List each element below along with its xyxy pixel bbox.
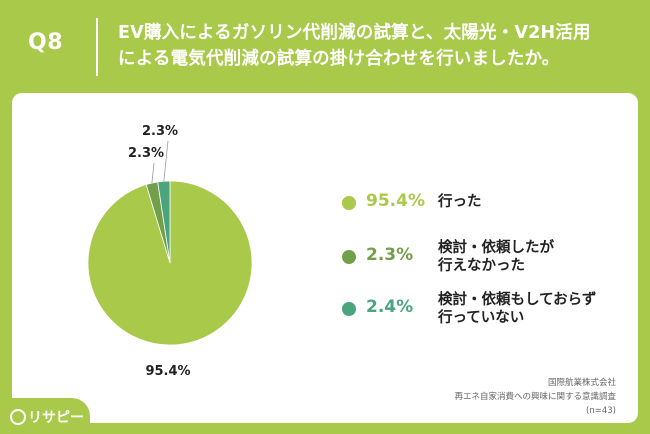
brand-logo: リサピー xyxy=(0,398,90,434)
source-note: 国際航業株式会社 再エネ自家消費への興味に関する意識調査 (n=43) xyxy=(454,376,616,418)
legend-percent: 95.4% xyxy=(366,191,425,211)
slice-label-2: 2.3% xyxy=(128,146,164,161)
source-company: 国際航業株式会社 xyxy=(547,378,616,388)
legend-label: 検討・依頼もしておらず 行っていない xyxy=(438,292,597,326)
question-title: EV購入によるガソリン代削減の試算と、太陽光・V2H活用 による電気代削減の試算… xyxy=(118,20,638,72)
question-number: Q8 xyxy=(28,30,64,55)
slice-label-1: 95.4% xyxy=(145,364,190,379)
legend-percent: 2.3% xyxy=(366,245,414,265)
header: Q8 EV購入によるガソリン代削減の試算と、太陽光・V2H活用 による電気代削減… xyxy=(0,0,650,92)
question-title-line-1: EV購入によるガソリン代削減の試算と、太陽光・V2H活用 xyxy=(118,23,591,43)
leader-line-2 xyxy=(151,162,155,184)
source-sample-size: (n=43) xyxy=(586,406,616,416)
question-title-line-2: による電気代削減の試算の掛け合わせを行いましたか。 xyxy=(118,49,560,69)
pie-chart: 95.4% 2.3% 2.3% xyxy=(87,124,253,379)
leader-line-3 xyxy=(163,140,169,182)
legend-label: 行った xyxy=(438,194,482,210)
legend-swatch xyxy=(342,302,356,316)
chart-card: 95.4% 2.3% 2.3% 95.4% 行った 2.3% 検討・依頼したが 行えなかった… xyxy=(12,93,638,423)
legend-label: 検討・依頼したが 行えなかった xyxy=(438,240,554,274)
brand-name: リサピー xyxy=(28,410,84,426)
source-survey: 再エネ自家消費への興味に関する意識調査 xyxy=(454,392,616,402)
legend-percent: 2.4% xyxy=(366,297,414,317)
legend-swatch xyxy=(342,196,356,210)
header-divider xyxy=(96,18,98,76)
legend-swatch xyxy=(342,250,356,264)
slice-label-3: 2.3% xyxy=(142,124,178,139)
search-icon xyxy=(10,409,26,425)
